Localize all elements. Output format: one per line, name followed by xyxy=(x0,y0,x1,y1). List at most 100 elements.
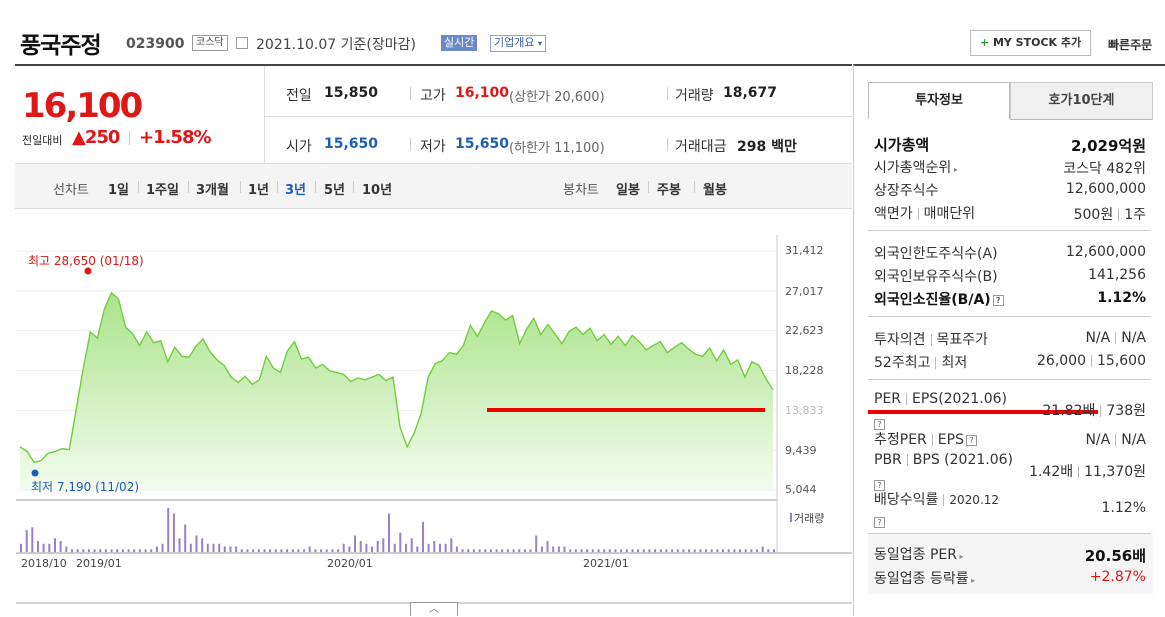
change-value: ▲250 +1.58% xyxy=(72,127,212,148)
current-price: 16,100 xyxy=(22,86,143,126)
shares-label: 상장주식수 xyxy=(874,183,939,199)
dividend-label: 배당수익률 2020.12 xyxy=(874,492,1000,508)
candle-daily[interactable]: 일봉 xyxy=(616,183,640,198)
market-cap-rank-label[interactable]: 시가총액순위 ▸ xyxy=(874,160,958,176)
foreign-ratio-label: 외국인소진율(B/A)? xyxy=(874,289,1004,309)
volume-bar xyxy=(303,549,306,553)
volume-bar xyxy=(523,549,526,553)
dividend-value: 1.12% xyxy=(1101,500,1146,516)
volume-bar xyxy=(297,549,300,553)
volume-bar xyxy=(65,546,68,552)
volume-bar xyxy=(138,549,141,553)
volume-bar xyxy=(212,543,215,553)
volume-bar xyxy=(76,549,79,553)
collapse-chart-button[interactable]: ︿ xyxy=(410,602,458,616)
add-mystock-label: MY STOCK 추가 xyxy=(992,36,1082,49)
volume-bar xyxy=(93,549,96,553)
52w-label: 52주최고 최저 xyxy=(874,355,968,371)
volume-bar xyxy=(671,549,674,553)
line-chart-title: 선차트 xyxy=(53,183,89,198)
volume-bar xyxy=(597,549,600,553)
volume-bar xyxy=(529,549,532,553)
quote-panel: 16,100 전일대비 ▲250 +1.58% 전일 15,850 고가 16,… xyxy=(15,64,852,616)
volume-bar xyxy=(744,549,747,553)
investment-info-panel: 투자정보 호가10단계 시가총액 2,029억원 시가총액순위 ▸ 코스닥 48… xyxy=(853,64,1165,616)
annotation-underline xyxy=(868,410,1098,414)
company-overview-dropdown[interactable]: 기업개요 ▾ xyxy=(490,35,546,52)
volume-bar xyxy=(246,549,249,553)
volume-bar xyxy=(450,538,453,553)
add-mystock-button[interactable]: + MY STOCK 추가 xyxy=(970,30,1091,56)
y-tick: 31,412 xyxy=(785,244,824,257)
volume-bar xyxy=(699,549,702,553)
period-1w[interactable]: 1주일 xyxy=(146,183,179,198)
volume-bar xyxy=(354,535,356,552)
period-1y[interactable]: 1년 xyxy=(248,183,270,198)
help-icon[interactable]: ? xyxy=(874,414,885,433)
volume-bar xyxy=(535,535,538,552)
chevron-up-icon: ︿ xyxy=(429,604,439,615)
volume-bar xyxy=(37,541,39,552)
volume-bar xyxy=(688,549,691,553)
volume-bar xyxy=(478,549,481,553)
y-tick: 9,439 xyxy=(785,444,817,457)
volume-bar xyxy=(82,549,85,553)
volume-bar xyxy=(654,549,657,553)
low-label: 저가 xyxy=(420,139,446,155)
tab-investment-info[interactable]: 투자정보 xyxy=(868,82,1010,120)
period-1d[interactable]: 1일 xyxy=(108,183,130,198)
quick-order-link[interactable]: 빠른주문 xyxy=(1108,38,1153,52)
volume-bar xyxy=(733,549,736,553)
volume-bar xyxy=(218,543,221,553)
volume-bar xyxy=(87,549,90,553)
volume-bar xyxy=(269,549,272,553)
volume-bar xyxy=(393,543,396,553)
realtime-button[interactable]: 실시간 xyxy=(441,35,478,51)
volume-bar xyxy=(676,549,679,553)
volume-bar xyxy=(280,549,283,553)
period-3m[interactable]: 3개월 xyxy=(196,183,229,198)
help-icon[interactable]: ? xyxy=(965,434,977,446)
volume-bar xyxy=(235,546,238,552)
volume-bar xyxy=(693,549,696,553)
volume-bar xyxy=(591,549,594,553)
industry-per-label[interactable]: 동일업종 PER ▸ xyxy=(874,547,964,563)
volume-bar xyxy=(189,543,192,553)
volume-bar xyxy=(382,538,385,553)
volume-bar xyxy=(705,549,708,553)
y-tick: 22,623 xyxy=(785,324,824,337)
help-icon[interactable]: ? xyxy=(992,294,1004,306)
company-overview-label: 기업개요 xyxy=(494,36,535,49)
period-10y[interactable]: 10년 xyxy=(362,183,393,198)
volume-bar xyxy=(342,543,345,553)
volume-bar xyxy=(308,546,311,552)
volume-bar xyxy=(518,549,521,553)
price-line xyxy=(19,291,774,464)
x-tick: 2021/01 xyxy=(583,557,629,570)
foreign-limit-value: 12,600,000 xyxy=(1065,244,1146,260)
volume-bar xyxy=(121,549,124,553)
volume-bar xyxy=(608,549,611,553)
volume-bar xyxy=(637,549,640,553)
caret-right-icon: ▸ xyxy=(968,576,976,585)
help-icon[interactable]: ? xyxy=(874,512,885,531)
volume-bar xyxy=(263,549,266,553)
candle-monthly[interactable]: 월봉 xyxy=(703,183,727,198)
help-icon[interactable]: ? xyxy=(874,475,885,494)
market-tag: 코스닥 xyxy=(192,35,228,51)
volume-bar xyxy=(410,538,413,553)
volume-bar xyxy=(48,543,51,553)
volume-bar xyxy=(31,527,34,553)
volume-bar xyxy=(495,549,498,553)
period-5y[interactable]: 5년 xyxy=(324,183,346,198)
period-3y[interactable]: 3년 xyxy=(285,183,307,198)
volume-bar xyxy=(439,543,441,553)
candle-chart-title: 봉차트 xyxy=(563,183,599,198)
volume-bar xyxy=(229,546,232,552)
candle-weekly[interactable]: 주봉 xyxy=(657,183,681,198)
volume-bar xyxy=(512,549,515,553)
industry-change-label[interactable]: 동일업종 등락률 ▸ xyxy=(874,571,976,587)
volume-bar xyxy=(665,549,668,553)
tab-orderbook[interactable]: 호가10단계 xyxy=(1010,82,1153,120)
volume-bar xyxy=(546,541,549,552)
